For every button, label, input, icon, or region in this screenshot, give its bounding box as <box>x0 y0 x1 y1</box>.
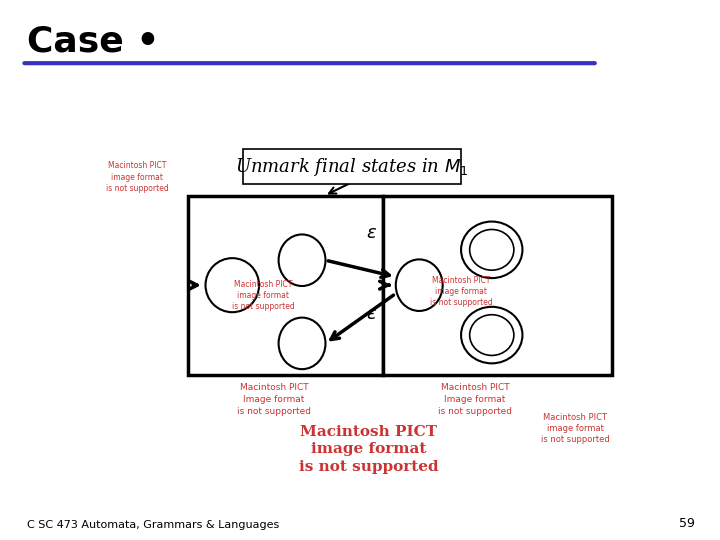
Text: Macintosh PICT
Image format
is not supported: Macintosh PICT Image format is not suppo… <box>438 383 512 416</box>
Bar <box>188 196 383 375</box>
Text: Macintosh PICT
image format
is not supported: Macintosh PICT image format is not suppo… <box>232 280 294 311</box>
Text: Macintosh PICT
Image format
is not supported: Macintosh PICT Image format is not suppo… <box>237 383 311 416</box>
Text: 59: 59 <box>679 517 695 530</box>
Text: Macintosh PICT
image format
is not supported: Macintosh PICT image format is not suppo… <box>300 425 438 474</box>
Bar <box>383 196 612 375</box>
Text: C SC 473 Automata, Grammars & Languages: C SC 473 Automata, Grammars & Languages <box>27 520 279 530</box>
Text: $\varepsilon$: $\varepsilon$ <box>366 305 377 323</box>
Text: Macintosh PICT
image format
is not supported: Macintosh PICT image format is not suppo… <box>430 276 492 307</box>
Text: $\varepsilon$: $\varepsilon$ <box>366 224 377 242</box>
Text: Case •: Case • <box>27 24 160 58</box>
Text: Macintosh PICT
image format
is not supported: Macintosh PICT image format is not suppo… <box>541 413 610 444</box>
FancyBboxPatch shape <box>243 149 461 184</box>
Text: Unmark final states in $M_1$: Unmark final states in $M_1$ <box>235 156 469 178</box>
Text: Macintosh PICT
image format
is not supported: Macintosh PICT image format is not suppo… <box>106 161 168 193</box>
